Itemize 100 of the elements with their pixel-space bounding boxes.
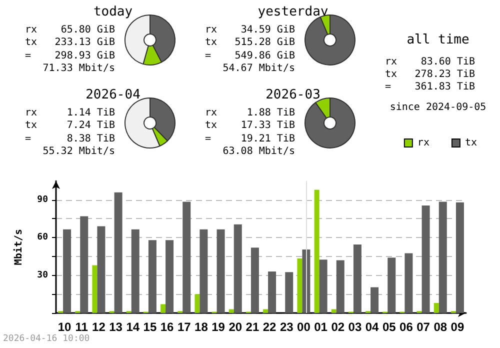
bar	[160, 304, 166, 313]
x-tick-label: 20	[228, 320, 242, 334]
chart-title: 2026-03	[266, 88, 320, 102]
text: 19.21 TiB	[240, 134, 295, 144]
text: =	[205, 134, 212, 144]
text: 298.93 GiB	[54, 50, 115, 62]
text: 71.33 Mbit/s	[42, 63, 115, 74]
bar	[182, 202, 191, 313]
text: 515.28 GiB	[234, 37, 295, 48]
bar	[297, 258, 302, 313]
x-tick-label: 00	[297, 320, 311, 334]
text: 55.32 Mbit/s	[42, 146, 115, 157]
text: tx	[25, 37, 38, 48]
y-axis-title: Mbit/s	[12, 228, 24, 266]
bar	[216, 229, 225, 313]
x-tick-label: 09	[450, 320, 464, 334]
text: rx	[385, 56, 398, 68]
legend-label: rx	[417, 138, 430, 148]
bar	[285, 272, 294, 313]
bar	[336, 260, 344, 313]
bar	[80, 216, 88, 313]
text: tx	[25, 120, 38, 131]
bar	[404, 253, 413, 313]
bar	[370, 287, 379, 313]
text: 8.38 TiB	[66, 134, 115, 144]
bar	[250, 248, 259, 313]
chart-title: yesterday	[258, 4, 328, 20]
text: =	[25, 134, 32, 144]
text: 34.59 GiB	[240, 24, 295, 36]
bar	[114, 192, 122, 313]
x-tick-label: 02	[331, 320, 345, 334]
bar	[422, 206, 430, 313]
text: tx	[385, 69, 398, 80]
text: 1.88 TiB	[246, 108, 295, 118]
x-tick-label: 04	[365, 320, 380, 334]
text: rx	[205, 108, 218, 118]
text: rx	[25, 108, 38, 118]
bar	[388, 258, 396, 313]
bar	[434, 302, 439, 313]
text: all time	[406, 32, 470, 48]
y-tick-label: 60	[37, 232, 48, 243]
x-tick-label: 08	[434, 320, 448, 334]
x-tick-label: 13	[109, 320, 123, 334]
x-tick-label: 03	[348, 320, 362, 334]
legend-label: tx	[464, 138, 478, 148]
x-tick-label: 21	[246, 320, 260, 334]
text: 361.83 TiB	[414, 82, 475, 92]
text: =	[385, 82, 392, 92]
bar	[353, 244, 362, 313]
text: 278.23 TiB	[414, 69, 475, 80]
x-tick-label: 23	[280, 320, 294, 334]
x-tick-label: 16	[160, 320, 174, 334]
text: 1.14 TiB	[66, 108, 115, 118]
text: tx	[205, 120, 218, 131]
text: 2026-04-16 10:00	[3, 334, 90, 344]
bar	[234, 224, 242, 313]
x-tick-label: 01	[314, 320, 328, 334]
text: 65.80 GiB	[60, 24, 115, 36]
x-tick-label: 22	[262, 320, 277, 334]
bar	[319, 260, 328, 313]
text: 17.33 TiB	[240, 120, 295, 131]
x-tick-label: 18	[194, 320, 208, 334]
bar	[63, 229, 72, 313]
bar	[148, 240, 156, 313]
bar	[97, 226, 106, 313]
x-tick-label: 19	[212, 320, 226, 334]
x-tick-label: 06	[400, 320, 414, 334]
text: =	[25, 50, 32, 62]
bar	[438, 202, 447, 313]
bar	[263, 309, 268, 313]
text: 7.24 TiB	[66, 120, 115, 131]
bar	[228, 309, 234, 313]
bar	[92, 265, 98, 313]
text: 63.08 Mbit/s	[222, 146, 295, 157]
bar	[200, 229, 208, 313]
x-tick-label: 07	[416, 320, 430, 334]
text: since 2024-09-05	[390, 102, 486, 113]
bar	[131, 229, 140, 313]
chart-title: 2026-04	[86, 88, 141, 102]
text: tx	[205, 37, 218, 48]
text: rx	[25, 24, 38, 36]
x-tick-label: 10	[58, 320, 72, 334]
x-tick-label: 17	[177, 320, 192, 334]
bar	[166, 240, 174, 313]
text: 233.13 GiB	[54, 37, 115, 48]
x-tick-label: 11	[75, 320, 88, 334]
text: 54.67 Mbit/s	[222, 63, 295, 74]
x-tick-label: 05	[382, 320, 396, 334]
x-tick-label: 12	[92, 320, 106, 334]
bar	[331, 309, 336, 313]
chart-title: today	[93, 4, 133, 20]
x-tick-label: 14	[126, 320, 140, 334]
bar	[314, 190, 320, 313]
text: =	[205, 50, 212, 62]
x-tick-label: 15	[143, 320, 157, 334]
y-tick-label: 90	[37, 194, 48, 205]
text: rx	[205, 24, 218, 36]
y-tick-label: 30	[37, 270, 48, 280]
text: 549.86 GiB	[234, 50, 295, 62]
bar	[194, 294, 200, 313]
